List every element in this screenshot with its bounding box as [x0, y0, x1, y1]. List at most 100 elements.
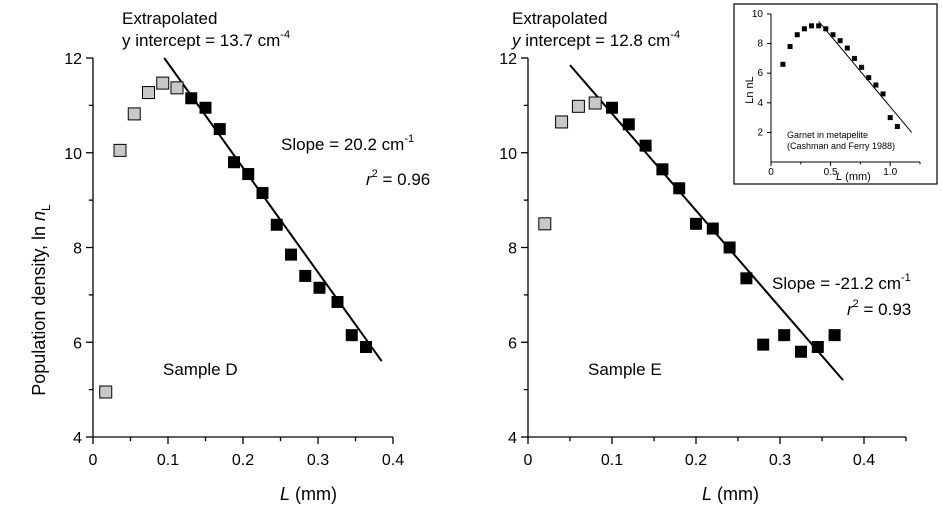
- y-tick-label: 4: [757, 98, 763, 109]
- data-point-filled: [894, 123, 900, 129]
- sample-label-e: Sample E: [588, 360, 662, 379]
- data-point-filled: [794, 32, 800, 38]
- data-point-filled: [811, 340, 824, 353]
- y-tick-label: 6: [508, 335, 517, 352]
- x-tick-label: 0.2: [685, 452, 707, 469]
- data-point-filled: [816, 23, 822, 29]
- data-point-filled: [778, 329, 791, 342]
- data-point-open: [142, 86, 155, 100]
- x-tick-label: 0.2: [232, 452, 254, 469]
- x-tick-label: 1.0: [883, 167, 897, 178]
- y-tick-label: 4: [508, 430, 517, 447]
- extrapolated-label-e: Extrapolated: [512, 9, 607, 28]
- data-point-filled: [639, 139, 652, 152]
- fit-line: [818, 21, 913, 133]
- y-tick-label: 12: [499, 51, 517, 68]
- data-point-open: [571, 99, 585, 113]
- r2-label-e: r2 = 0.93: [847, 298, 911, 319]
- y-tick-label: 8: [757, 39, 763, 50]
- data-point-filled: [809, 23, 815, 29]
- y-tick-label: 10: [752, 9, 764, 20]
- data-point-open: [156, 76, 170, 90]
- data-point-filled: [270, 218, 283, 231]
- x-tick-label: 0: [768, 167, 774, 178]
- data-point-filled: [199, 101, 212, 114]
- data-point-filled: [830, 32, 836, 38]
- data-point-filled: [622, 118, 635, 131]
- data-point-filled: [823, 26, 829, 32]
- data-point-filled: [360, 340, 372, 353]
- inset-note-line2: (Cashman and Ferry 1988): [787, 141, 895, 151]
- data-point-filled: [228, 156, 240, 169]
- data-point-filled: [740, 272, 753, 285]
- y-tick-label: 8: [508, 241, 517, 258]
- data-point-filled: [837, 38, 843, 44]
- data-point-filled: [690, 217, 702, 230]
- data-point-filled: [723, 241, 736, 254]
- inset-note-line1: Garnet in metapelite: [787, 130, 868, 140]
- data-point-open: [99, 385, 113, 399]
- intercept-label-d: y intercept = 13.7 cm-4: [122, 29, 290, 50]
- data-point-filled: [887, 115, 893, 121]
- data-point-open: [555, 115, 569, 129]
- data-point-filled: [213, 123, 226, 136]
- x-tick-label: 0.4: [382, 452, 404, 469]
- inset-x-axis-title: L (mm): [836, 171, 871, 183]
- inset-frame: [733, 3, 938, 185]
- data-point-filled: [345, 329, 358, 342]
- data-point-open: [127, 107, 141, 121]
- r2-label-d: r2 = 0.96: [366, 168, 430, 189]
- plot-area-inset: 0 0.5 1.0 2 4 6 8 10: [752, 9, 921, 178]
- data-point-open: [588, 96, 602, 110]
- y-tick-label: 8: [73, 241, 82, 258]
- data-point-filled: [828, 329, 841, 342]
- data-point-filled: [331, 295, 344, 308]
- x-tick-label: 0: [524, 452, 533, 469]
- data-point-filled: [242, 168, 255, 181]
- y-tick-label: 10: [64, 146, 82, 163]
- intercept-label-e: y intercept = 12.8 cm-4: [511, 29, 680, 50]
- data-point-filled: [185, 92, 198, 105]
- x-axis-title-d: L (mm): [280, 484, 337, 504]
- x-tick-label: 0.5: [824, 167, 838, 178]
- x-tick-label: 0.3: [307, 452, 329, 469]
- x-axis-title-e: L (mm): [702, 484, 759, 504]
- data-point-filled: [256, 187, 269, 200]
- data-point-filled: [795, 345, 807, 358]
- data-point-filled: [706, 222, 719, 235]
- sample-label-d: Sample D: [163, 360, 238, 379]
- data-point-filled: [780, 61, 786, 67]
- data-point-open: [538, 217, 552, 231]
- y-tick-label: 6: [73, 335, 82, 352]
- data-point-filled: [299, 269, 312, 282]
- plot-area-d: 0 0.1 0.2 0.3 0.4 4 6 8 10 12: [64, 51, 404, 469]
- data-point-filled: [673, 182, 686, 195]
- inset-y-axis-title: Ln nL: [744, 76, 756, 104]
- y-tick-label: 10: [499, 146, 517, 163]
- data-point-filled: [873, 82, 879, 88]
- slope-label-d: Slope = 20.2 cm-1: [281, 133, 414, 154]
- y-axis-title: Population density, ln nL: [29, 204, 53, 396]
- fit-line: [569, 64, 844, 381]
- y-tick-label: 2: [757, 127, 763, 138]
- data-point-filled: [313, 281, 326, 294]
- x-tick-label: 0: [89, 452, 98, 469]
- data-point-open: [113, 143, 127, 157]
- slope-label-e: Slope = -21.2 cm-1: [772, 272, 911, 293]
- data-point-filled: [606, 101, 618, 114]
- y-tick-label: 12: [64, 51, 82, 68]
- data-point-filled: [285, 248, 297, 261]
- chart-sample-d: 0 0.1 0.2 0.3 0.4 4 6 8 10 12 Extrapolated y inte…: [64, 9, 430, 504]
- data-point-filled: [656, 163, 669, 176]
- x-tick-label: 0.1: [157, 452, 179, 469]
- y-tick-label: 4: [73, 430, 82, 447]
- data-point-filled: [844, 45, 850, 51]
- extrapolated-label-d: Extrapolated: [122, 9, 217, 28]
- plot-area-e: 0 0.1 0.2 0.3 0.4 4 6 8 10 12: [499, 51, 907, 469]
- y-tick-label: 6: [757, 68, 763, 79]
- data-point-filled: [866, 75, 872, 81]
- data-point-filled: [801, 26, 807, 32]
- chart-sample-e: 0 0.1 0.2 0.3 0.4 4 6 8 10 12 Extrapolated y inte…: [499, 9, 911, 504]
- data-point-filled: [787, 44, 793, 50]
